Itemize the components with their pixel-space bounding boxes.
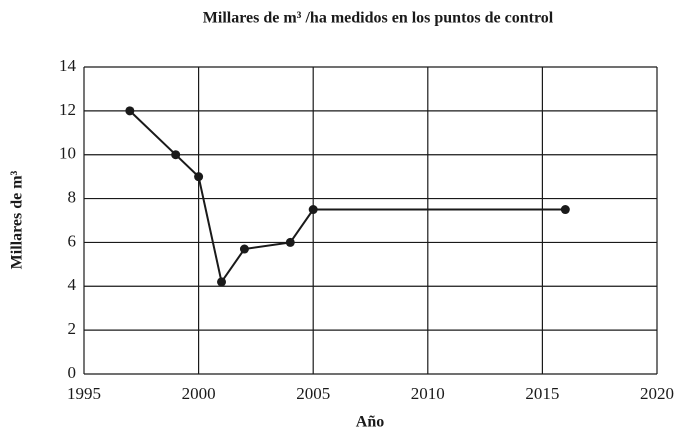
y-tick-label: 2 (68, 319, 77, 338)
x-tick-label: 2020 (640, 384, 674, 403)
data-point (239, 244, 249, 254)
x-axis-label: Año (356, 414, 384, 431)
x-tick-label: 2010 (411, 384, 445, 403)
data-point (171, 150, 181, 160)
series-line (129, 110, 566, 285)
data-point (125, 106, 135, 116)
data-point (194, 172, 204, 182)
data-point (308, 205, 318, 215)
data-point (285, 237, 295, 247)
y-tick-label: 6 (68, 231, 77, 250)
chart-title: Millares de m³ /ha medidos en los puntos… (203, 10, 554, 27)
y-axis-label: Millares de m³ (9, 170, 26, 269)
y-tick-label: 0 (68, 363, 77, 382)
y-tick-label: 4 (68, 275, 77, 294)
x-tick-label: 1995 (67, 384, 101, 403)
y-tick-label: 14 (59, 56, 77, 75)
data-point (217, 277, 227, 287)
y-tick-label: 8 (68, 187, 77, 206)
data-point (560, 205, 570, 215)
x-tick-label: 2015 (525, 384, 559, 403)
y-tick-label: 10 (59, 144, 76, 163)
x-tick-label: 2000 (182, 384, 216, 403)
y-tick-label: 12 (59, 100, 76, 119)
x-tick-label: 2005 (296, 384, 330, 403)
